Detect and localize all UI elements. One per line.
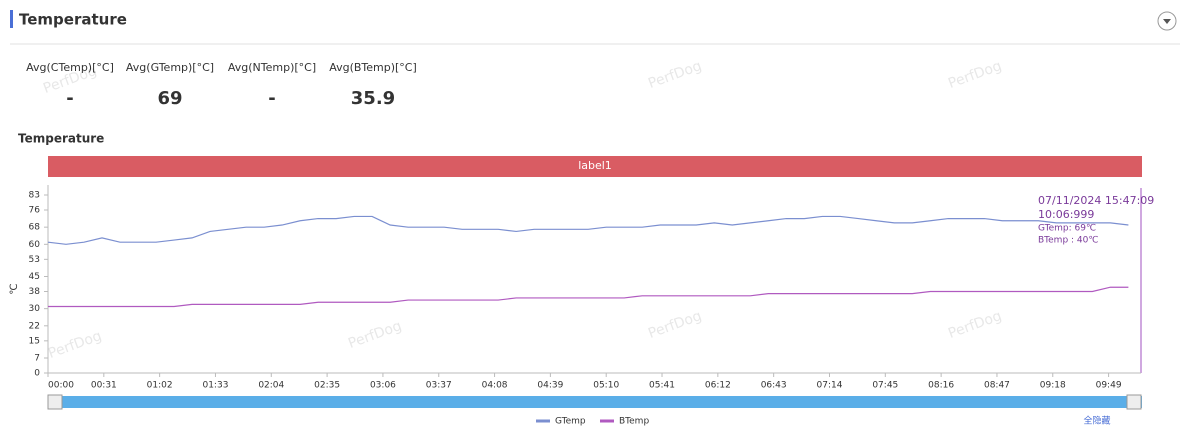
x-tick-label: 02:04 xyxy=(258,381,284,391)
x-tick-label: 07:45 xyxy=(872,381,898,391)
x-tick-label: 00:31 xyxy=(91,381,117,391)
y-axis-label: ℃ xyxy=(9,283,20,294)
x-tick-label: 06:12 xyxy=(705,381,731,391)
x-tick-label: 07:14 xyxy=(817,381,843,391)
x-tick-label: 09:18 xyxy=(1040,381,1066,391)
series-line xyxy=(47,215,1129,245)
stat-label: Avg(NTemp)[°C] xyxy=(228,61,316,74)
scrollbar[interactable] xyxy=(48,396,1142,408)
watermark: PerfDog xyxy=(646,308,704,342)
tooltip-text: GTemp: 69℃ xyxy=(1038,224,1096,234)
x-tick-label: 03:06 xyxy=(370,381,396,391)
chart-title: Temperature xyxy=(18,132,104,146)
tooltip-text: 07/11/2024 15:47:09 xyxy=(1038,194,1154,207)
stat-label: Avg(GTemp)[°C] xyxy=(126,61,214,74)
stat-value: 69 xyxy=(157,88,182,109)
scroll-handle-left[interactable] xyxy=(47,394,63,410)
x-tick-label: 09:49 xyxy=(1096,381,1122,391)
y-tick-label: 7 xyxy=(34,353,40,363)
x-tick-label: 01:33 xyxy=(202,381,228,391)
hide-all[interactable]: 全隐藏 xyxy=(1083,415,1110,427)
legend-label[interactable]: GTemp xyxy=(555,417,586,427)
stat-value: - xyxy=(268,88,275,109)
watermark: PerfDog xyxy=(46,328,104,362)
tooltip-text: 10:06:999 xyxy=(1038,208,1094,221)
x-tick-label: 05:41 xyxy=(649,381,675,391)
y-tick-label: 53 xyxy=(29,255,40,265)
series-line xyxy=(48,286,1129,308)
watermark: PerfDog xyxy=(946,58,1004,92)
y-tick-label: 83 xyxy=(29,191,40,201)
y-tick-label: 22 xyxy=(29,321,40,331)
y-tick-label: 45 xyxy=(29,272,40,282)
stat-value: - xyxy=(66,88,73,109)
x-tick-label: 00:00 xyxy=(48,381,74,391)
stat-label: Avg(CTemp)[°C] xyxy=(26,61,114,74)
x-tick-label: 08:16 xyxy=(928,381,954,391)
band-label: label1 xyxy=(578,159,612,172)
watermark: PerfDog xyxy=(646,58,704,92)
legend-label[interactable]: BTemp xyxy=(619,417,649,427)
x-tick-label: 08:47 xyxy=(984,381,1010,391)
section-title: Temperature xyxy=(19,11,127,29)
y-tick-label: 15 xyxy=(29,336,40,346)
watermark: PerfDog xyxy=(346,318,404,352)
label-band xyxy=(48,156,1142,177)
y-tick-label: 38 xyxy=(29,287,41,297)
collapse-icon xyxy=(1163,19,1171,24)
x-tick-label: 04:08 xyxy=(482,381,508,391)
x-tick-label: 04:39 xyxy=(537,381,563,391)
scroll-handle-right[interactable] xyxy=(1126,394,1142,410)
stat-value: 35.9 xyxy=(351,88,395,109)
y-tick-label: 30 xyxy=(29,304,41,314)
x-tick-label: 01:02 xyxy=(147,381,173,391)
y-tick-label: 68 xyxy=(29,223,41,233)
stat-label: Avg(BTemp)[°C] xyxy=(329,61,417,74)
x-tick-label: 02:35 xyxy=(314,381,340,391)
title-accent xyxy=(10,10,13,28)
y-tick-label: 76 xyxy=(29,206,41,216)
y-tick-label: 0 xyxy=(34,369,40,379)
watermark: PerfDog xyxy=(946,308,1004,342)
x-tick-label: 03:37 xyxy=(426,381,452,391)
y-tick-label: 60 xyxy=(29,240,41,250)
tooltip-text: BTemp : 40℃ xyxy=(1038,236,1098,246)
x-tick-label: 05:10 xyxy=(593,381,619,391)
x-tick-label: 06:43 xyxy=(761,381,787,391)
